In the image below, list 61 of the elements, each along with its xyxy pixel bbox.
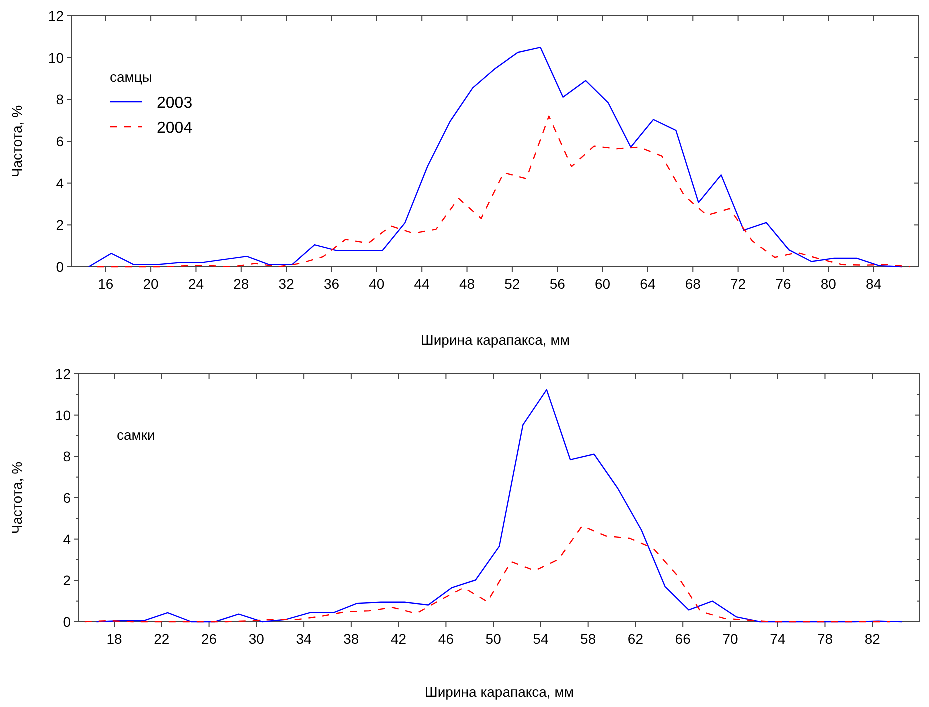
x-tick-label: 82 xyxy=(864,631,881,647)
x-tick-label: 34 xyxy=(296,631,312,647)
y-tick-label: 10 xyxy=(48,50,64,66)
x-tick-label: 44 xyxy=(414,276,430,292)
x-tick-label: 18 xyxy=(106,631,123,647)
y-axis-title: Частота, % xyxy=(9,105,25,178)
y-tick-label: 0 xyxy=(63,614,72,630)
y-tick-label: 4 xyxy=(56,175,64,192)
line-series xyxy=(88,46,903,268)
y-tick-label: 12 xyxy=(48,8,64,24)
x-tick-label: 60 xyxy=(595,276,611,292)
x-tick-label: 56 xyxy=(550,276,566,292)
legend-label: 2003 xyxy=(157,95,193,112)
y-tick-label: 6 xyxy=(63,490,72,506)
x-tick-label: 26 xyxy=(202,631,218,647)
y-tick-label: 6 xyxy=(56,134,64,150)
x-tick-label: 84 xyxy=(866,276,882,292)
x-tick-label: 62 xyxy=(628,631,644,647)
annotation: самки xyxy=(117,427,156,443)
x-tick-label: 72 xyxy=(730,276,746,292)
x-tick-label: 50 xyxy=(486,631,502,647)
x-tick-label: 40 xyxy=(369,276,385,292)
x-tick-label: 76 xyxy=(776,276,792,292)
x-tick-label: 16 xyxy=(98,276,114,292)
x-tick-label: 70 xyxy=(722,631,738,647)
y-tick-label: 12 xyxy=(55,366,72,382)
x-tick-label: 64 xyxy=(640,276,656,292)
y-tick-label: 8 xyxy=(56,92,64,108)
x-tick-label: 48 xyxy=(459,276,476,292)
x-axis-title: Ширина карапакса, мм xyxy=(421,332,570,348)
x-tick-label: 38 xyxy=(344,631,360,647)
x-tick-label: 54 xyxy=(533,631,549,647)
x-axis-title: Ширина карапакса, мм xyxy=(425,684,574,700)
y-tick-label: 10 xyxy=(55,407,72,424)
line-series xyxy=(96,389,903,623)
line-series xyxy=(96,116,912,268)
x-tick-label: 22 xyxy=(154,631,170,647)
y-axis-title: Частота, % xyxy=(9,462,25,534)
x-tick-label: 36 xyxy=(324,276,340,292)
annotation: самцы xyxy=(110,69,152,85)
x-tick-label: 30 xyxy=(248,631,265,647)
y-tick-label: 4 xyxy=(63,531,72,548)
legend-label: 2004 xyxy=(157,120,193,137)
x-tick-label: 78 xyxy=(817,631,834,647)
x-tick-label: 32 xyxy=(278,276,295,292)
y-tick-label: 2 xyxy=(56,217,64,234)
x-tick-label: 52 xyxy=(504,276,520,292)
x-tick-label: 80 xyxy=(820,276,837,292)
y-tick-label: 8 xyxy=(63,448,72,465)
x-tick-label: 46 xyxy=(438,631,454,647)
x-tick-label: 42 xyxy=(391,631,407,647)
x-tick-label: 58 xyxy=(580,631,596,647)
x-tick-label: 20 xyxy=(143,276,160,292)
x-tick-label: 66 xyxy=(675,631,692,647)
y-tick-label: 0 xyxy=(56,259,64,275)
x-tick-label: 74 xyxy=(770,631,786,647)
x-tick-label: 68 xyxy=(685,276,702,292)
y-tick-label: 2 xyxy=(63,572,72,589)
x-tick-label: 24 xyxy=(188,276,204,292)
x-tick-label: 28 xyxy=(234,276,250,292)
line-series xyxy=(84,526,891,623)
